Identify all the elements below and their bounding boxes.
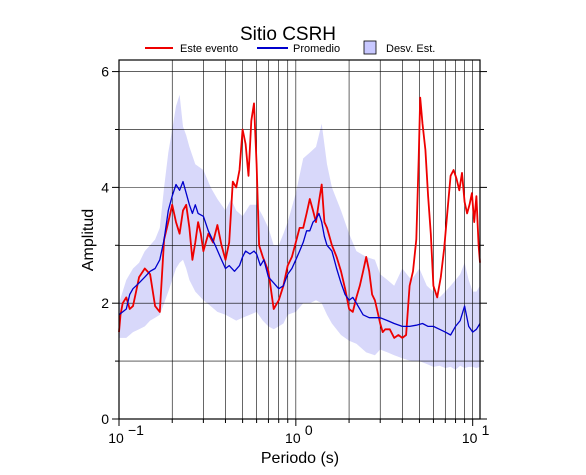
x-tick-exponent: −1 bbox=[128, 422, 144, 438]
legend: Este evento Promedio Desv. Est. bbox=[145, 40, 435, 55]
legend-mean-label: Promedio bbox=[293, 43, 340, 55]
plot-frame bbox=[118, 59, 481, 420]
legend-event-label: Este evento bbox=[180, 43, 238, 55]
event-series-line bbox=[118, 96, 481, 339]
y-axis-label: Amplitud bbox=[80, 209, 97, 271]
legend-std-label: Desv. Est. bbox=[386, 43, 435, 55]
y-tick-label: 2 bbox=[101, 295, 109, 311]
std-band bbox=[119, 94, 480, 370]
mean-series-line bbox=[118, 180, 481, 336]
x-tick-exponent: 1 bbox=[482, 422, 490, 438]
x-tick-label: 10 bbox=[462, 430, 478, 446]
x-tick-label: 10 bbox=[285, 430, 301, 446]
legend-std-swatch bbox=[363, 40, 377, 55]
x-tick-label: 10 bbox=[108, 430, 124, 446]
y-tick-label: 0 bbox=[101, 411, 109, 427]
y-tick-label: 4 bbox=[101, 179, 109, 195]
x-tick-exponent: 0 bbox=[305, 422, 313, 438]
y-tick-label: 6 bbox=[101, 64, 109, 80]
chart-title: Sitio CSRH bbox=[240, 24, 336, 45]
x-axis-label: Periodo (s) bbox=[261, 450, 339, 467]
